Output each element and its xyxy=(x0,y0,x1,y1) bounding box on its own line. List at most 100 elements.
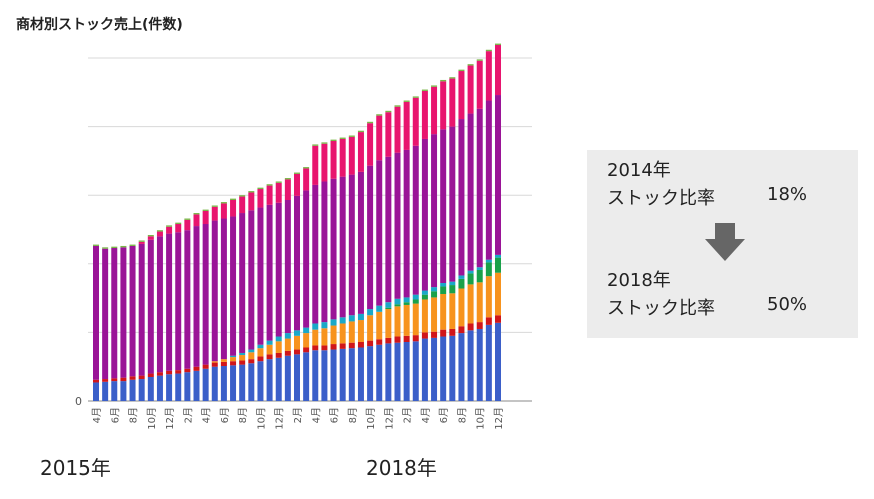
bar-segment xyxy=(458,275,465,279)
bar-segment xyxy=(476,60,483,109)
bar-segment xyxy=(476,267,483,270)
bar-segment xyxy=(385,309,392,338)
bar-segment xyxy=(431,85,438,87)
bar-segment xyxy=(129,244,136,246)
bar-segment xyxy=(421,290,428,295)
bar-segment xyxy=(394,152,401,299)
bar-segment xyxy=(431,331,438,338)
x-tick-label: 12月 xyxy=(383,407,395,430)
bar-segment xyxy=(339,323,346,344)
bar-segment xyxy=(239,364,246,401)
bar-segment xyxy=(495,315,501,323)
bar-segment xyxy=(403,335,410,342)
bar-segment xyxy=(303,327,310,334)
bar-segment xyxy=(431,337,438,401)
bar-segment xyxy=(348,342,355,349)
bar-segment xyxy=(412,97,419,146)
bar-segment xyxy=(211,362,218,367)
end-year-label: 2018年 xyxy=(366,456,437,480)
bar-segment xyxy=(156,375,163,401)
bar-segment xyxy=(367,346,374,401)
bar-segment xyxy=(257,207,264,345)
bar-segment xyxy=(193,214,200,227)
bar-segment xyxy=(147,373,154,377)
bar-segment xyxy=(312,350,319,401)
bar-segment xyxy=(440,129,447,283)
bar-segment xyxy=(257,187,264,190)
bar-segment xyxy=(284,355,291,401)
bar-segment xyxy=(467,65,474,114)
bar-segment xyxy=(239,196,246,214)
bar-segment xyxy=(111,248,118,379)
bar-segment xyxy=(476,59,483,61)
bar-segment xyxy=(458,119,465,276)
x-tick-label: 12月 xyxy=(493,407,505,430)
bar-segment xyxy=(193,366,200,371)
bar-segment xyxy=(394,105,401,107)
bar-segment xyxy=(303,352,310,401)
bar-segment xyxy=(412,96,419,98)
bar-segment xyxy=(202,210,209,225)
bar-segment xyxy=(284,333,291,339)
bar-segment xyxy=(175,370,182,374)
bar-segment xyxy=(440,283,447,287)
before-year: 2014年 xyxy=(607,160,671,181)
bar-segment xyxy=(431,86,438,135)
bar-segment xyxy=(321,345,328,351)
bar-segment xyxy=(485,259,492,263)
bar-segment xyxy=(129,379,136,401)
after-ratio-value: 50% xyxy=(767,294,808,315)
bar-segment xyxy=(348,174,355,316)
bar-segment xyxy=(248,352,255,360)
bar-segment xyxy=(403,100,410,102)
bar-segment xyxy=(202,364,209,369)
bar-segment xyxy=(220,218,227,360)
bar-segment xyxy=(421,294,428,300)
bar-segment xyxy=(248,192,255,211)
bar-segment xyxy=(257,356,264,362)
bar-segment xyxy=(266,204,273,341)
bar-segment xyxy=(357,320,364,342)
bar-segment xyxy=(321,328,328,346)
bar-segment xyxy=(440,329,447,337)
bar-segment xyxy=(248,210,255,350)
bar-segment xyxy=(467,284,474,324)
bar-segment xyxy=(376,115,383,161)
bar-segment xyxy=(376,339,383,345)
bar-segment xyxy=(376,114,383,116)
bar-segment xyxy=(147,236,154,240)
bar-segment xyxy=(367,340,374,347)
bar-segment xyxy=(220,361,227,367)
x-tick-label: 2月 xyxy=(402,407,414,423)
bar-segment xyxy=(440,286,447,294)
bar-segment xyxy=(239,355,246,361)
bar-segment xyxy=(339,348,346,401)
bar-segment xyxy=(147,239,154,374)
bar-segment xyxy=(312,144,319,146)
bar-segment xyxy=(102,248,109,380)
bar-segment xyxy=(458,71,465,120)
x-tick-label: 4月 xyxy=(201,407,213,423)
bar-segment xyxy=(202,224,209,365)
x-tick-label: 6月 xyxy=(109,407,121,423)
bar-segment xyxy=(485,49,492,52)
bar-segment xyxy=(476,322,483,329)
bar-segment xyxy=(193,226,200,367)
bar-segment xyxy=(312,145,319,185)
bar-segment xyxy=(357,342,364,348)
bar-segment xyxy=(449,77,456,79)
bar-segment xyxy=(440,81,447,130)
x-tick-label: 4月 xyxy=(420,407,432,423)
start-year-label: 2015年 xyxy=(40,456,111,480)
bar-segment xyxy=(495,257,501,273)
bar-segment xyxy=(184,218,191,220)
stock-ratio-callout: 2014年 ストック比率 18% 2018年 ストック比率 50% xyxy=(587,150,858,338)
bar-segment xyxy=(458,333,465,401)
bar-segment xyxy=(294,349,300,355)
bar-segment xyxy=(202,368,209,401)
bar-segment xyxy=(431,134,438,288)
bar-segment xyxy=(367,123,374,166)
bar-segment xyxy=(394,298,401,305)
bar-segment xyxy=(303,168,310,191)
bar-segment xyxy=(421,338,428,401)
